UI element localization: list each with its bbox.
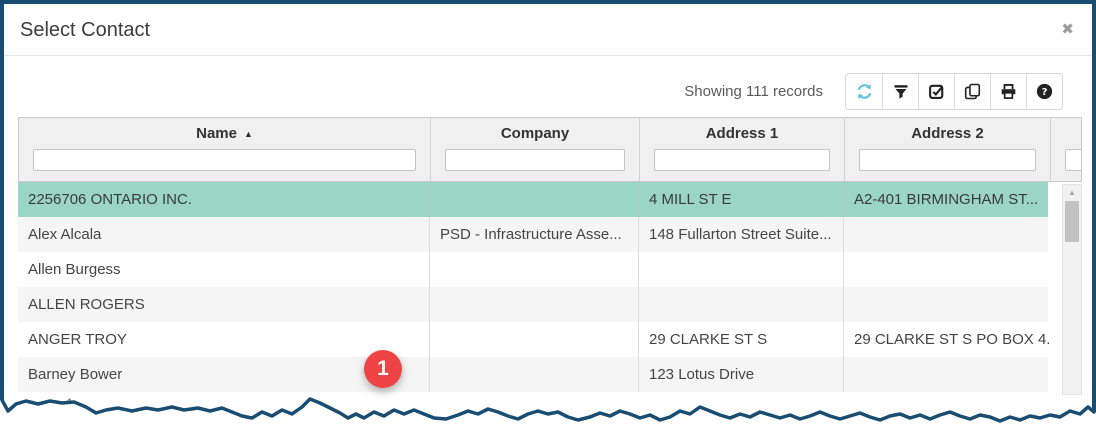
cell-company [430,357,639,392]
grid-body: 2256706 ONTARIO INC. 4 MILL ST E A2-401 BI… [18,182,1082,397]
cell-company: PSD - Infrastructure Asse... [430,217,639,252]
select-checkbox-button[interactable] [918,74,954,109]
cell-address1: 148 Fullarton Street Suite... [639,217,844,252]
filter-cell-address1 [640,149,845,181]
print-icon [1001,84,1016,99]
close-icon[interactable]: ✖ [1061,21,1074,38]
cell-address1 [639,287,844,322]
copy-button[interactable] [954,74,990,109]
cell-name: Barney Bower [18,357,430,392]
refresh-icon [857,84,871,99]
cell-company [430,252,639,287]
filter-cell-company [431,149,640,181]
select-all-checkbox-icon [929,84,944,99]
filter-cell-name [19,149,431,181]
filter-input-clipped[interactable] [1065,149,1081,171]
cell-address2: 29 CLARKE ST S PO BOX 4... [854,331,1050,348]
grid-toolbar: ? [845,73,1063,110]
print-button[interactable] [990,74,1026,109]
cell-address1: 29 CLARKE ST S [639,322,844,357]
column-header-address2[interactable]: Address 2 [845,118,1051,149]
scroll-up-icon[interactable]: ▲ [1068,188,1076,197]
cell-address1 [639,252,844,287]
records-count: Showing 111 records [684,83,823,100]
filter-input-address2[interactable] [859,149,1036,171]
cell-address1: 4 MILL ST E [639,182,844,217]
contacts-grid: Name ▲ Company Address 1 Address 2 2256706 O… [18,117,1082,397]
page-title: Select Contact [20,19,151,41]
filter-button[interactable] [882,74,918,109]
vertical-scrollbar[interactable]: ▲ [1062,184,1082,395]
column-header-address1[interactable]: Address 1 [640,118,845,149]
table-row[interactable]: ALLEN ROGERS [18,287,1048,322]
filter-icon [894,84,907,99]
cell-name: Allen Burgess [18,252,430,287]
scrollbar-thumb[interactable] [1065,201,1079,242]
sort-asc-icon: ▲ [243,128,253,139]
header-labels-row: Name ▲ Company Address 1 Address 2 [19,118,1081,149]
grid-toolbar-row: Showing 111 records ? [20,73,1063,110]
cell-address2 [844,217,1050,252]
filter-input-company[interactable] [445,149,625,171]
filter-input-name[interactable] [33,149,416,171]
dialog-titlebar: Select Contact ✖ [4,4,1092,56]
cell-company [430,322,639,357]
cell-name: 2256706 ONTARIO INC. [18,182,430,217]
column-label: Address 2 [911,125,984,142]
refresh-button[interactable] [846,74,882,109]
column-label: Company [500,125,570,142]
table-row[interactable]: ANGER TROY 29 CLARKE ST S 29 CLARKE ST S P… [18,322,1050,357]
cell-address1: 123 Lotus Drive [639,357,844,392]
column-header-clipped [1051,118,1081,149]
header-filters-row [19,149,1081,181]
table-row[interactable]: Allen Burgess [18,252,1048,287]
filter-cell-clipped [1051,149,1081,181]
step-annotation-badge: 1 [364,350,402,388]
cell-name: ALLEN ROGERS [18,287,430,322]
cell-company [430,287,639,322]
torn-edge-decoration [0,387,1096,433]
table-row[interactable]: Alex Alcala PSD - Infrastructure Asse... 1… [18,217,1048,252]
filter-cell-address2 [845,149,1051,181]
cell-address2 [844,287,1050,322]
filter-input-address1[interactable] [654,149,830,171]
help-icon: ? [1036,83,1053,100]
svg-text:?: ? [1042,87,1048,98]
help-button[interactable]: ? [1026,74,1062,109]
copy-icon [964,83,981,100]
cell-address2 [844,252,1050,287]
column-label: Name [196,125,237,142]
grid-rows: 2256706 ONTARIO INC. 4 MILL ST E A2-401 BI… [18,182,1050,392]
column-header-company[interactable]: Company [431,118,640,149]
table-row[interactable]: Barney Bower 123 Lotus Drive [18,357,1048,392]
cell-company [430,182,639,217]
cell-name: ANGER TROY [18,322,430,357]
column-header-name[interactable]: Name ▲ [19,118,431,149]
cell-address2: A2-401 BIRMINGHAM ST... [854,191,1039,208]
column-label: Address 1 [705,125,779,142]
grid-header: Name ▲ Company Address 1 Address 2 [18,117,1082,182]
cell-name: Alex Alcala [18,217,430,252]
table-row[interactable]: 2256706 ONTARIO INC. 4 MILL ST E A2-401 BI… [18,182,1048,217]
